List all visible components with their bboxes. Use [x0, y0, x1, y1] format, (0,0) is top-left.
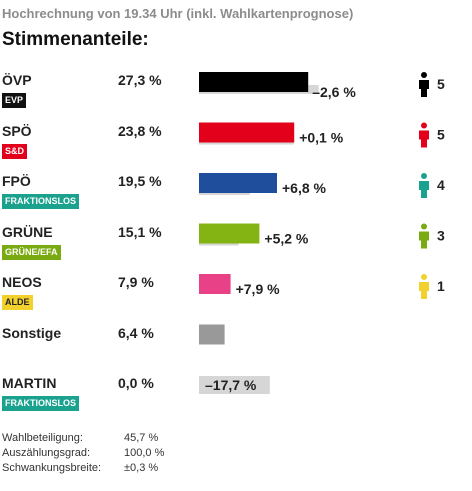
seat-count: 3 [437, 228, 445, 244]
share-bar [199, 274, 231, 294]
chart-title: Stimmenanteile: [2, 29, 149, 50]
change-label: +5,2 % [264, 231, 309, 247]
share-label: 6,4 % [118, 324, 154, 341]
change-label: –2,6 % [312, 84, 356, 100]
party-name: Sonstige [2, 324, 62, 341]
seat-person-icon [419, 274, 429, 299]
seat-person-icon [419, 72, 429, 97]
change-label: +6,8 % [282, 180, 327, 196]
person-body [419, 130, 429, 148]
share-bar [199, 72, 309, 92]
change-label: –17,7 % [205, 377, 257, 393]
person-head [421, 122, 427, 129]
share-label: 0,0 % [118, 375, 154, 391]
seat-count: 1 [437, 278, 445, 294]
change-label: +0,1 % [299, 130, 344, 146]
turnout-value: 45,7 % [124, 432, 159, 444]
seat-count: 4 [437, 177, 445, 193]
counted-label: Auszählungsgrad: [2, 447, 91, 459]
person-body [419, 181, 429, 198]
fraction-badge: ALDE [2, 295, 33, 310]
person-head [421, 72, 427, 78]
person-body [419, 282, 429, 299]
seat-person-icon [419, 122, 429, 148]
fraction-badge: GRÜNE/EFA [2, 244, 61, 260]
previous-bar [199, 376, 270, 394]
party-name: ÖVP [2, 72, 32, 88]
share-label: 19,5 % [118, 173, 162, 189]
share-bar [199, 122, 295, 143]
margin-label: Schwankungsbreite: [2, 462, 102, 474]
share-label: 15,1 % [118, 223, 162, 240]
party-name: FPÖ [2, 173, 31, 189]
turnout-label: Wahlbeteiligung: [2, 432, 83, 444]
share-label: 27,3 % [118, 72, 162, 88]
party-name: GRÜNE [2, 223, 53, 240]
share-bar [199, 324, 225, 345]
counted-value: 100,0 % [124, 447, 165, 459]
share-label: 7,9 % [118, 274, 154, 290]
footer-stats: Wahlbeteiligung: 45,7 % Auszählungsgrad:… [2, 432, 242, 480]
party-name: MARTIN [2, 375, 57, 391]
fraction-badge: FRAKTIONSLOS [2, 396, 79, 411]
person-body [419, 231, 429, 249]
share-label: 23,8 % [118, 122, 162, 139]
seat-person-icon [419, 173, 429, 198]
person-head [421, 274, 427, 280]
party-name: SPÖ [2, 122, 32, 139]
seat-count: 5 [437, 76, 445, 92]
change-label: +7,9 % [236, 281, 281, 297]
share-bar [199, 173, 277, 193]
fraction-badge: EVP [2, 93, 27, 108]
person-head [421, 223, 427, 230]
share-bar [199, 223, 260, 244]
chart-subtitle: Hochrechnung von 19.34 Uhr (inkl. Wahlka… [2, 6, 354, 21]
seat-count: 5 [437, 127, 445, 143]
person-body [419, 80, 429, 97]
fraction-badge: FRAKTIONSLOS [2, 194, 79, 209]
person-head [421, 173, 427, 179]
fraction-badge: S&D [2, 143, 28, 159]
seat-person-icon [419, 223, 429, 249]
margin-value: ±0,3 % [124, 462, 159, 474]
party-name: NEOS [2, 274, 42, 290]
